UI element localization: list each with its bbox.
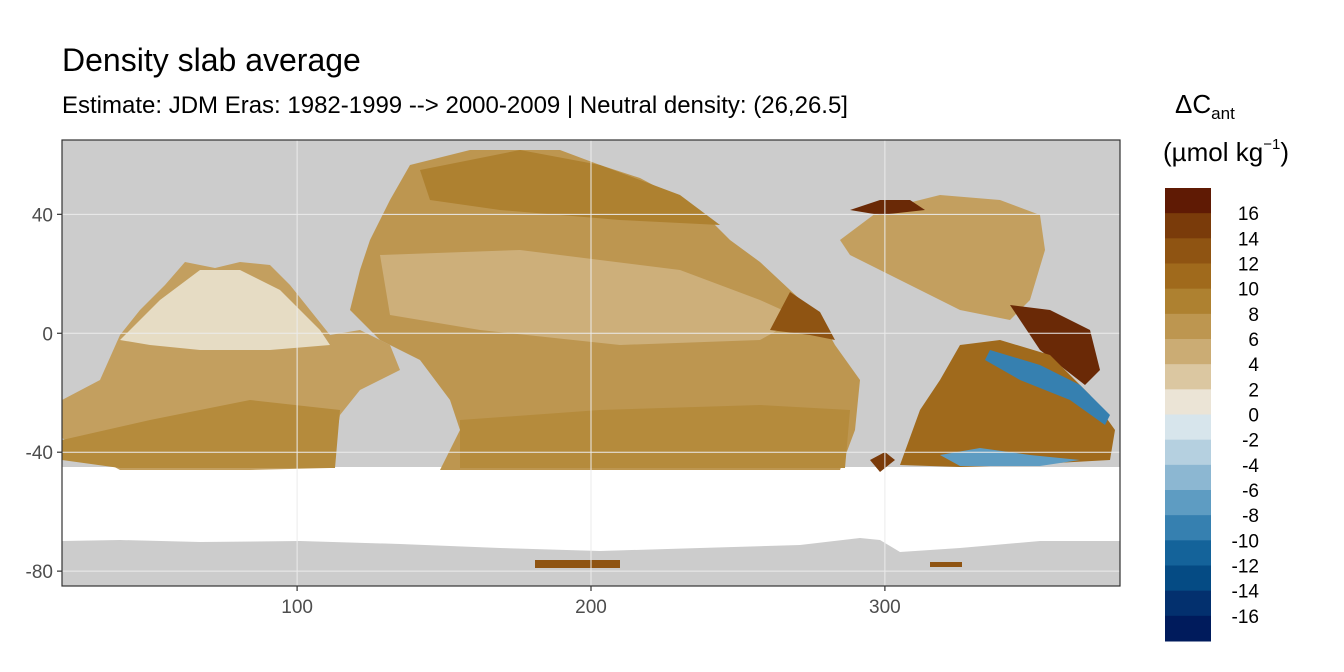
legend-bin-17	[1165, 615, 1211, 642]
legend-bin-10	[1165, 439, 1211, 466]
antarctic-patch-ross	[535, 560, 620, 568]
legend-bin-0	[1165, 188, 1211, 214]
legend-colorbar	[1165, 188, 1211, 642]
legend-label-4: 8	[1248, 305, 1259, 326]
legend-labels: 16 14 12 10 8 6 4 2 0 -2 -4 -6 -8 -10 -12 -14 -16	[1232, 204, 1260, 628]
legend-bin-4	[1165, 288, 1211, 315]
legend-title-sub: ant	[1211, 104, 1235, 123]
legend-bin-11	[1165, 464, 1211, 491]
color-legend: ΔCant (µmol kg−1) 16 14 12 10 8 6 4 2 0 -2 -4 -6 -8 -…	[1163, 89, 1289, 642]
y-tick-label-3: -80	[26, 562, 53, 583]
legend-label-0: 16	[1238, 204, 1259, 225]
legend-bin-9	[1165, 414, 1211, 441]
ocean-indian-south	[62, 400, 340, 468]
legend-label-9: -2	[1242, 431, 1259, 452]
y-tick-label-0: 40	[32, 205, 53, 226]
y-tick-label-1: 0	[42, 324, 53, 345]
legend-title-main: ΔC	[1175, 89, 1211, 119]
legend-label-14: -12	[1232, 557, 1259, 578]
legend-label-10: -4	[1242, 456, 1259, 477]
ocean-pacific-central	[380, 250, 800, 345]
legend-unit-open: (µmol kg	[1163, 137, 1263, 167]
x-axis: 100 200 300	[281, 586, 901, 618]
map-panel	[62, 140, 1120, 586]
y-tick-label-2: -40	[26, 443, 53, 464]
ocean-pacific-north	[420, 150, 720, 225]
y-axis: 40 0 -40 -80	[26, 205, 62, 583]
grid-lines	[62, 140, 1120, 586]
legend-bin-13	[1165, 515, 1211, 541]
x-tick-label-2: 300	[869, 597, 901, 618]
ocean-atlantic-south	[900, 340, 1115, 467]
legend-title: ΔCant	[1175, 89, 1235, 123]
legend-bin-7	[1165, 364, 1211, 390]
legend-label-11: -6	[1242, 481, 1259, 502]
legend-label-15: -14	[1232, 582, 1260, 603]
legend-label-8: 0	[1248, 406, 1259, 427]
legend-label-13: -10	[1232, 531, 1259, 552]
legend-unit-close: )	[1280, 137, 1289, 167]
legend-bin-5	[1165, 313, 1211, 340]
legend-label-7: 2	[1248, 380, 1259, 401]
legend-label-2: 12	[1238, 255, 1259, 276]
ocean-indian-north	[120, 270, 330, 350]
legend-bin-1	[1165, 213, 1211, 239]
ocean-atlantic-north-edge	[850, 200, 925, 215]
legend-label-6: 4	[1248, 355, 1259, 376]
legend-unit: (µmol kg−1)	[1163, 136, 1289, 167]
legend-bin-12	[1165, 490, 1211, 516]
antarctic-patch-weddell	[930, 562, 962, 567]
legend-bin-2	[1165, 238, 1211, 264]
legend-bin-15	[1165, 565, 1211, 592]
map-title: Density slab average	[62, 42, 361, 78]
ocean-atlantic-africa-coast	[1010, 305, 1100, 385]
legend-bin-16	[1165, 590, 1211, 617]
map-subtitle: Estimate: JDM Eras: 1982-1999 --> 2000-2…	[62, 92, 848, 119]
ocean-atlantic-blue-band	[985, 350, 1110, 425]
ocean-drake	[870, 452, 895, 472]
legend-bin-14	[1165, 540, 1211, 566]
legend-unit-sup: −1	[1263, 136, 1280, 153]
legend-label-3: 10	[1238, 280, 1259, 301]
ocean-pacific-east-band	[770, 292, 835, 340]
legend-label-16: -16	[1232, 607, 1259, 628]
legend-bin-8	[1165, 389, 1211, 415]
ocean-atlantic-north	[840, 195, 1045, 320]
legend-label-12: -8	[1242, 506, 1259, 527]
legend-label-5: 6	[1248, 330, 1259, 351]
legend-bin-6	[1165, 339, 1211, 365]
legend-label-1: 14	[1238, 229, 1260, 250]
x-tick-label-0: 100	[281, 597, 313, 618]
x-tick-label-1: 200	[575, 597, 607, 618]
legend-bin-3	[1165, 263, 1211, 290]
